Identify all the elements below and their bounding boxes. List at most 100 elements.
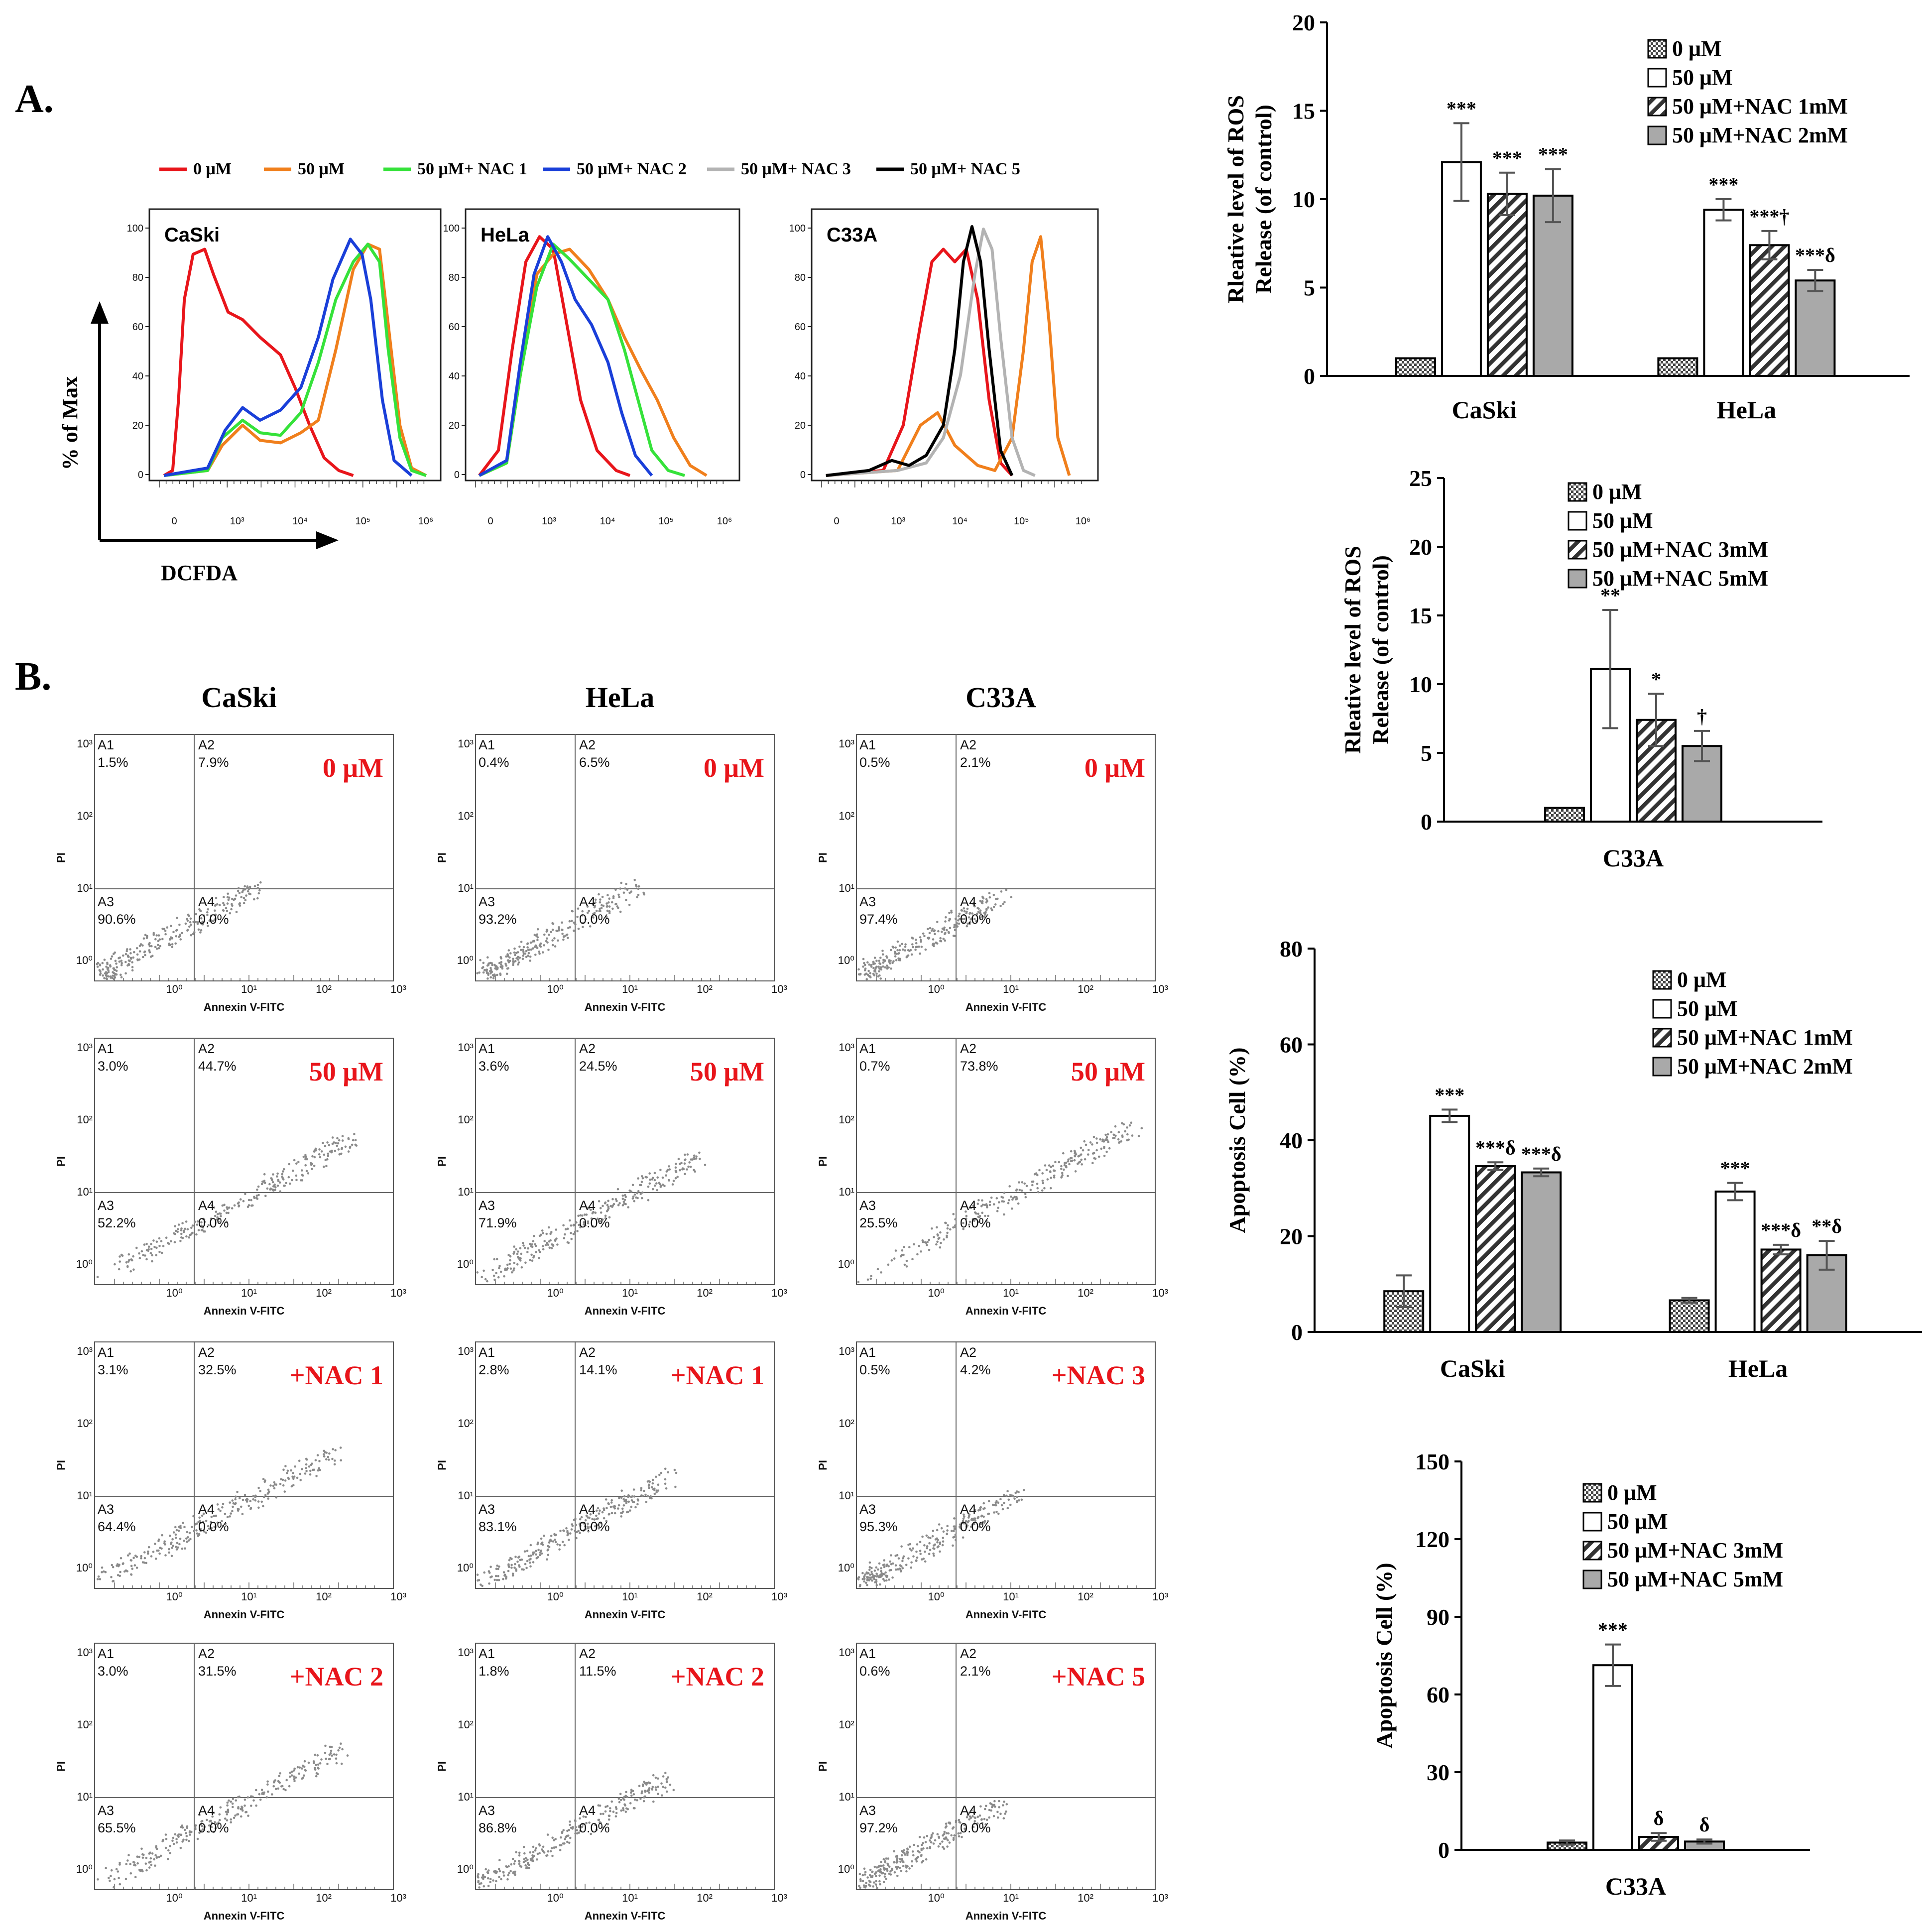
flow-event — [651, 1478, 654, 1481]
flow-event — [858, 973, 861, 976]
flow-event — [913, 1843, 915, 1846]
flow-event — [295, 1174, 298, 1177]
flow-event — [963, 918, 966, 920]
flow-event — [282, 1170, 284, 1173]
flow-x-label: Annexin V-FITC — [204, 1305, 285, 1317]
bar-hatch — [1749, 244, 1790, 377]
flow-event — [687, 1165, 690, 1168]
flow-event — [1004, 1812, 1006, 1815]
y-tick-label: 20 — [1280, 1224, 1303, 1249]
flow-event — [665, 1174, 667, 1177]
flow-event — [940, 1241, 942, 1244]
flow-event — [884, 1571, 887, 1574]
flow-event — [631, 1184, 634, 1187]
flow-event — [952, 935, 955, 937]
flow-event — [619, 887, 621, 890]
flow-event — [273, 1780, 275, 1783]
flow-event — [285, 1779, 288, 1782]
flow-event — [305, 1156, 307, 1158]
flow-event — [596, 1509, 598, 1512]
flow-event — [199, 1528, 202, 1530]
flow-y-tick: 10³ — [458, 737, 474, 750]
flow-y-tick: 10¹ — [77, 1791, 93, 1803]
flow-event — [624, 1795, 627, 1797]
flow-x-label: Annexin V-FITC — [585, 1608, 666, 1621]
flow-event — [534, 954, 537, 956]
flow-event — [866, 1584, 868, 1586]
flow-event — [223, 896, 225, 898]
flow-event — [902, 1865, 905, 1867]
flow-event — [513, 1250, 516, 1253]
flow-event — [891, 1562, 894, 1565]
flow-event — [1130, 1121, 1132, 1124]
flow-event — [864, 964, 866, 966]
flow-event — [1067, 1160, 1070, 1163]
flow-event — [113, 978, 116, 980]
flow-event — [1065, 1165, 1068, 1168]
flow-event — [974, 1519, 976, 1522]
flow-event — [538, 950, 541, 953]
flow-event — [608, 1216, 611, 1219]
flow-event — [620, 881, 622, 884]
flow-event — [140, 1250, 143, 1253]
flow-event — [585, 1514, 588, 1517]
flow-event — [628, 904, 631, 906]
flow-event — [261, 1180, 264, 1183]
flow-event — [516, 1253, 519, 1255]
flow-event — [910, 1549, 913, 1552]
flow-event — [251, 1204, 254, 1207]
flow-event — [597, 1818, 600, 1821]
quad-name-a4: A4 — [198, 894, 215, 909]
flow-event — [208, 1830, 210, 1833]
flow-event — [208, 1527, 211, 1530]
flow-y-tick: 10¹ — [839, 1489, 854, 1502]
flow-event — [181, 1222, 184, 1224]
flow-event — [126, 954, 129, 957]
flow-event — [264, 1494, 267, 1496]
flow-event — [529, 1259, 532, 1261]
legend-swatch — [1582, 1569, 1602, 1589]
flow-event — [693, 1169, 695, 1172]
flow-event — [955, 1819, 958, 1822]
flow-event — [164, 1543, 166, 1546]
flow-event — [882, 1858, 885, 1861]
flow-event — [498, 1565, 500, 1568]
flow-event — [323, 1165, 325, 1168]
flow-event — [877, 1870, 880, 1872]
flow-event — [497, 1276, 500, 1279]
flow-event — [921, 1239, 924, 1242]
flow-event — [335, 1142, 337, 1144]
flow-event — [903, 1263, 906, 1266]
panel-a-label: A. — [15, 77, 54, 121]
quad-value-a1: 0.7% — [859, 1059, 890, 1074]
flow-event — [896, 949, 899, 952]
flow-event — [529, 1565, 532, 1568]
flow-event — [607, 1503, 610, 1505]
flow-event — [244, 1193, 246, 1196]
flow-event — [527, 949, 530, 951]
flow-event — [276, 1185, 279, 1187]
flow-event — [997, 1512, 1000, 1515]
flow-event — [1008, 1185, 1011, 1188]
flow-event — [600, 1211, 603, 1214]
flow-event — [947, 931, 950, 934]
flow-event — [552, 1540, 555, 1543]
flow-event — [643, 1489, 645, 1492]
flow-event — [587, 1530, 590, 1533]
quad-name-a4: A4 — [579, 1803, 596, 1818]
flow-event — [573, 1519, 576, 1521]
flow-event — [567, 937, 569, 939]
flow-y-label: PI — [436, 852, 448, 863]
flow-event — [659, 1169, 662, 1171]
flow-event — [186, 1826, 189, 1829]
hist-y-tick: 100 — [443, 223, 460, 234]
flow-event — [151, 1260, 153, 1263]
flow-event — [899, 1570, 902, 1573]
flow-event — [945, 1837, 948, 1840]
flow-event — [872, 972, 875, 975]
flow-event — [632, 1195, 635, 1198]
flow-event — [265, 1796, 268, 1799]
flow-event — [962, 1222, 965, 1224]
flow-event — [203, 1530, 206, 1533]
flow-event — [979, 916, 982, 919]
